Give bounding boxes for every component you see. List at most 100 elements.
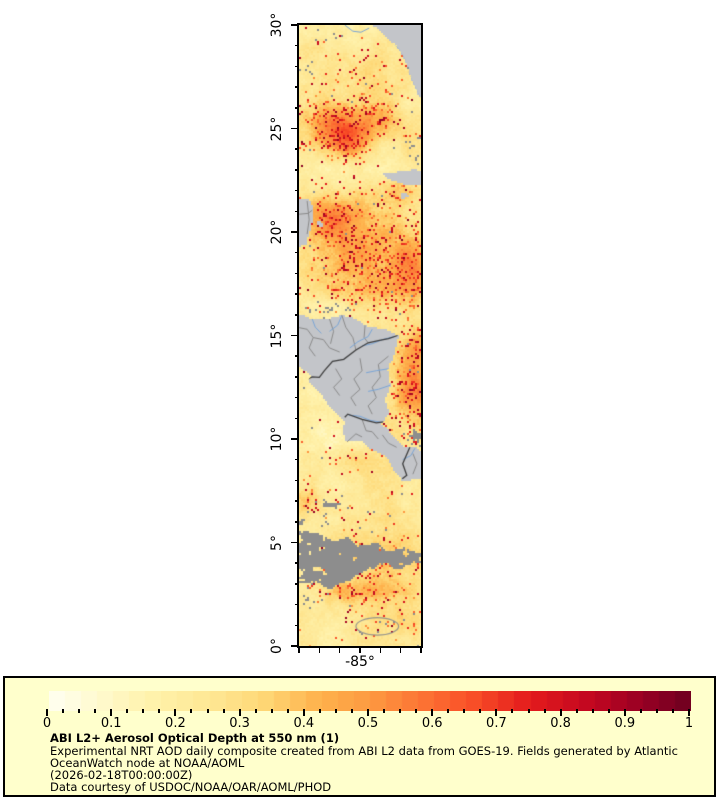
caption-line-1: Experimental NRT AOD daily composite cre…: [50, 744, 678, 758]
colorbar-tick-label: 0: [42, 716, 52, 731]
colorbar-major-tick: [431, 709, 434, 716]
latitude-major-tick: [291, 541, 299, 544]
latitude-tick-label: 25°: [269, 116, 285, 141]
latitude-major-tick: [291, 231, 299, 233]
latitude-minor-tick: [295, 479, 299, 482]
colorbar-minor-tick: [543, 709, 546, 713]
latitude-minor-tick: [295, 272, 299, 275]
latitude-minor-tick: [295, 44, 299, 47]
colorbar-minor-tick: [350, 709, 353, 713]
colorbar-major-tick: [559, 709, 562, 716]
latitude-minor-tick: [295, 293, 299, 295]
longitude-tick-label: -85°: [345, 654, 375, 670]
colorbar-minor-tick: [607, 709, 610, 713]
colorbar-minor-tick: [254, 709, 257, 713]
caption-line-4: Data courtesy of USDOC/NOAA/OAR/AOML/PHO…: [50, 780, 332, 794]
latitude-tick-label: 10°: [269, 426, 285, 452]
colorbar-major-tick: [46, 709, 48, 716]
colorbar-major-tick: [688, 709, 690, 716]
colorbar-minor-tick: [206, 709, 209, 713]
latitude-minor-tick: [295, 458, 299, 461]
colorbar-tick-label: 0.7: [486, 716, 507, 731]
latitude-minor-tick: [295, 251, 299, 254]
colorbar-minor-tick: [126, 709, 129, 713]
longitude-tick: [318, 646, 321, 653]
colorbar-minor-tick: [527, 709, 530, 713]
colorbar-minor-tick: [334, 709, 337, 713]
latitude-minor-tick: [295, 396, 299, 399]
colorbar-minor-tick: [575, 709, 578, 713]
latitude-tick-label: 20°: [269, 219, 285, 245]
latitude-minor-tick: [295, 355, 299, 357]
colorbar-major-tick: [238, 709, 241, 716]
colorbar-minor-tick: [639, 709, 642, 713]
latitude-minor-tick: [295, 624, 299, 627]
colorbar-minor-tick: [270, 709, 273, 713]
colorbar-minor-tick: [655, 709, 658, 713]
latitude-major-tick: [291, 645, 299, 647]
colorbar-minor-tick: [318, 709, 321, 713]
latitude-minor-tick: [295, 86, 299, 88]
latitude-major-tick: [291, 24, 299, 26]
colorbar-minor-tick: [286, 709, 289, 713]
latitude-major-tick: [291, 334, 299, 337]
latitude-tick-label: 30°: [269, 12, 285, 38]
colorbar-minor-tick: [383, 709, 386, 713]
latitude-minor-tick: [295, 376, 299, 378]
colorbar-minor-tick: [671, 709, 674, 713]
caption-line-3: (2026-02-18T00:00:00Z): [50, 768, 193, 782]
latitude-minor-tick: [295, 169, 299, 171]
colorbar-minor-tick: [190, 709, 193, 713]
colorbar-major-tick: [302, 709, 305, 716]
latitude-minor-tick: [295, 65, 299, 68]
latitude-minor-tick: [295, 521, 299, 523]
colorbar-tick-label: 0.9: [614, 716, 636, 731]
latitude-minor-tick: [295, 603, 299, 606]
product-title: ABI L2+ Aerosol Optical Depth at 550 nm …: [50, 731, 340, 745]
colorbar-minor-tick: [222, 709, 225, 713]
colorbar-tick-label: 0.8: [550, 716, 571, 731]
latitude-major-tick: [291, 127, 299, 130]
caption-line-2: OceanWatch node at NOAA/AOML: [50, 756, 245, 770]
colorbar-minor-tick: [511, 709, 514, 713]
colorbar-major-tick: [495, 709, 498, 716]
colorbar-minor-tick: [591, 709, 594, 713]
latitude-minor-tick: [295, 500, 299, 502]
colorbar-tick-label: 0.2: [165, 716, 186, 731]
aod-map: [297, 23, 423, 648]
colorbar-minor-tick: [78, 709, 81, 713]
colorbar-major-tick: [623, 709, 626, 716]
longitude-tick: [359, 646, 361, 653]
latitude-minor-tick: [295, 314, 299, 316]
colorbar-minor-tick: [399, 709, 402, 713]
colorbar-major-tick: [110, 709, 113, 716]
colorbar-minor-tick: [415, 709, 418, 713]
latitude-tick-label: 5°: [269, 534, 285, 551]
colorbar-tick-label: 0.3: [229, 716, 250, 731]
colorbar-minor-tick: [463, 709, 466, 713]
longitude-tick: [399, 646, 402, 653]
latitude-tick-label: 0°: [269, 638, 285, 654]
colorbar-minor-tick: [142, 709, 145, 713]
latitude-minor-tick: [295, 210, 299, 213]
latitude-minor-tick: [295, 417, 299, 420]
latitude-minor-tick: [295, 148, 299, 150]
colorbar-tick-label: 0.4: [293, 716, 315, 731]
latitude-tick-label: 15°: [269, 323, 285, 348]
colorbar: [49, 691, 691, 711]
colorbar-tick-label: 1: [684, 716, 694, 731]
longitude-tick: [298, 646, 300, 653]
legend-panel: 0 0.1 0.2 0.3 0.4 0.5 0.6 0.7 0.8 0.9 1 ABI L2+ Ae…: [3, 676, 716, 797]
colorbar-tick-label: 0.5: [357, 716, 379, 731]
longitude-tick: [338, 646, 341, 653]
caption-block: ABI L2+ Aerosol Optical Depth at 550 nm …: [50, 732, 678, 793]
colorbar-minor-tick: [479, 709, 482, 713]
latitude-minor-tick: [295, 562, 299, 564]
latitude-minor-tick: [295, 583, 299, 585]
colorbar-tick-label: 0.1: [100, 716, 122, 731]
latitude-minor-tick: [295, 189, 299, 192]
colorbar-minor-tick: [158, 709, 161, 713]
colorbar-major-tick: [174, 709, 177, 716]
longitude-tick: [379, 646, 382, 653]
latitude-minor-tick: [295, 107, 299, 109]
